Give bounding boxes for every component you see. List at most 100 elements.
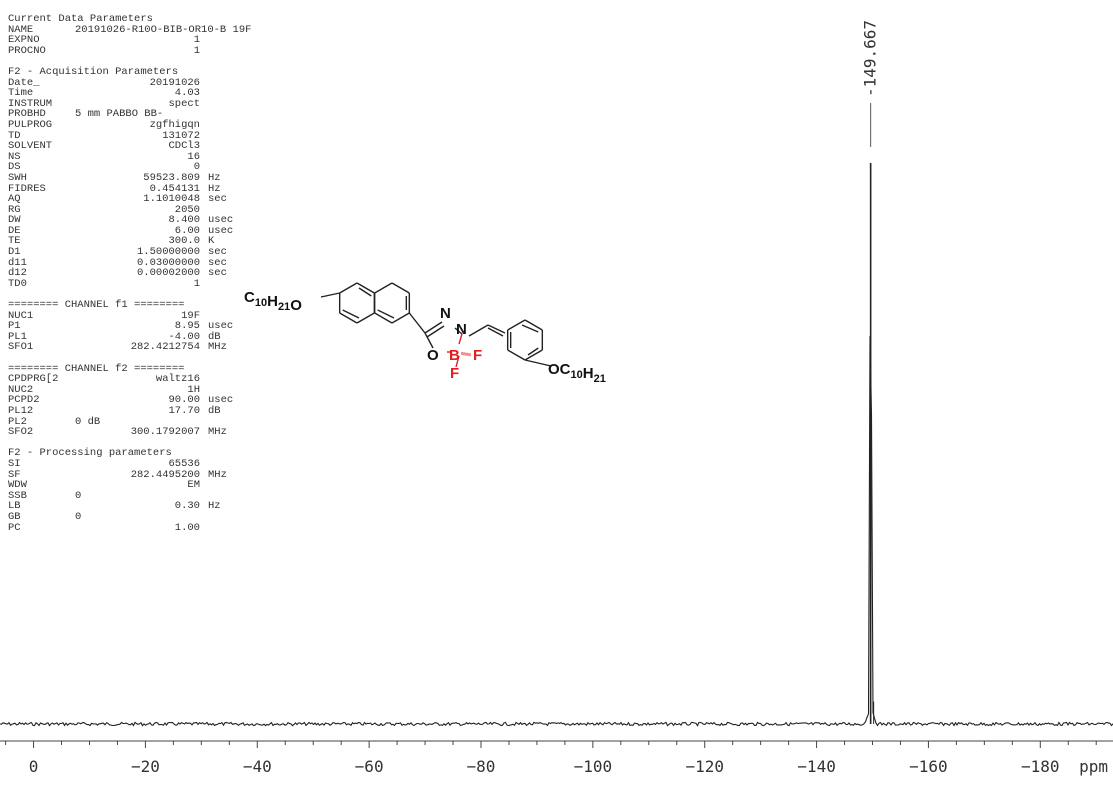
- tick-label: −120: [685, 757, 724, 776]
- bond: [524, 319, 543, 331]
- parameter-value: 17.70: [168, 404, 200, 417]
- bond: [424, 332, 434, 349]
- parameter-row: DE 6.00 usec: [8, 224, 233, 237]
- parameter-row: SWH 59523.809 Hz: [8, 171, 221, 184]
- bond: [377, 309, 395, 319]
- parameter-row: SSB 0: [8, 491, 308, 502]
- parameter-row: PCPD2 90.00 usec: [8, 395, 233, 406]
- atom-b: B: [449, 347, 460, 364]
- parameter-row: WDW EM: [8, 480, 200, 491]
- parameter-key: d12: [8, 267, 27, 280]
- bond: [521, 324, 539, 333]
- tick-label: −60: [355, 757, 384, 776]
- parameter-unit: sec: [208, 256, 227, 269]
- acquisition-parameters-panel: Current Data Parameters NAME 20191026-R10O…: [8, 14, 308, 533]
- acquisition-title: F2 - Acquisition Parameters: [8, 65, 179, 78]
- parameter-row: AQ 1.1010048 sec: [8, 193, 227, 206]
- spectrum-plot-area: [0, 163, 1113, 727]
- parameter-row: EXPNO 1: [8, 35, 200, 46]
- tick-label: −140: [797, 757, 836, 776]
- parameter-value: zgfhigqn: [149, 118, 200, 131]
- parameter-key: Time: [8, 87, 34, 100]
- parameter-key: GB: [8, 510, 21, 523]
- tick-label: −80: [467, 757, 496, 776]
- parameter-value: 300.1792007: [130, 426, 200, 439]
- bond: [408, 312, 426, 334]
- parameter-key: DW: [8, 214, 21, 227]
- parameter-key: FIDRES: [8, 182, 46, 195]
- bond: [374, 312, 393, 324]
- parameter-unit: sec: [208, 193, 227, 206]
- parameter-value: 300.0: [168, 235, 200, 248]
- parameter-value: 16: [187, 150, 200, 163]
- parameter-key: SSB: [8, 489, 27, 502]
- parameter-row: D1 1.50000000 sec: [8, 246, 227, 259]
- parameter-key: RG: [8, 203, 21, 216]
- parameter-row: d11 0.03000000 sec: [8, 258, 227, 269]
- parameter-unit: Hz: [208, 171, 221, 184]
- parameter-value: 65536: [168, 457, 200, 470]
- parameter-row: Date_ 20191026: [8, 76, 200, 89]
- bond: [391, 282, 410, 294]
- parameter-key: PC: [8, 521, 21, 534]
- parameter-key: PL1: [8, 330, 27, 343]
- parameter-key: PROCNO: [8, 44, 46, 57]
- parameter-row: PC 1.00: [8, 521, 200, 534]
- parameter-value: 1H: [187, 383, 200, 396]
- bond: [458, 333, 463, 345]
- parameter-row: P1 8.95 usec: [8, 320, 233, 333]
- processing-title: F2 - Processing parameters: [8, 447, 172, 460]
- bond: [391, 312, 410, 324]
- channel-f1-title: ======== CHANNEL f1 ========: [8, 299, 185, 312]
- parameter-key: DE: [8, 224, 21, 237]
- parameter-key: SF: [8, 468, 21, 481]
- parameter-unit: Hz: [208, 182, 221, 195]
- parameter-value: spect: [168, 97, 200, 110]
- parameter-row: INSTRUM spect: [8, 99, 200, 110]
- right-decyloxy-group: OC10H21: [548, 361, 606, 385]
- parameter-value: 6.00: [174, 224, 200, 237]
- left-decyloxy-group: C10H21O: [244, 289, 302, 314]
- bond: [524, 349, 543, 361]
- parameter-row: SI 65536: [8, 459, 200, 470]
- parameter-unit: Hz: [208, 500, 221, 513]
- parameter-row: SOLVENT CDCl3: [8, 141, 200, 152]
- parameter-row: LB 0.30 Hz: [8, 501, 221, 512]
- parameter-unit: dB: [208, 330, 221, 343]
- bond: [374, 282, 393, 294]
- parameter-key: Date_: [8, 76, 40, 89]
- atom-n1: N: [440, 305, 451, 322]
- axis-unit-label: ppm: [1079, 757, 1108, 776]
- channel-f2-title: ======== CHANNEL f2 ========: [8, 362, 185, 375]
- parameter-value: 4.03: [174, 87, 200, 100]
- parameter-value: 20191026-R10O-BIB-OR10-B 19F: [75, 23, 252, 36]
- parameter-unit: usec: [208, 214, 234, 227]
- parameter-key: D1: [8, 246, 21, 259]
- parameter-value: 0: [75, 489, 82, 502]
- tick-label: −160: [909, 757, 948, 776]
- parameter-key: CPDPRG[2: [8, 373, 59, 386]
- parameter-row: TD0 1: [8, 279, 200, 290]
- parameter-row: NUC1 19F: [8, 311, 200, 322]
- parameter-key: PL2: [8, 415, 27, 428]
- bond: [320, 292, 340, 298]
- parameter-value: EM: [187, 479, 200, 492]
- parameter-key: SWH: [8, 171, 27, 184]
- parameter-row: RG 2050: [8, 205, 200, 216]
- parameter-value: 20191026: [149, 76, 200, 89]
- bond: [342, 309, 360, 319]
- parameter-row: TE 300.0 K: [8, 235, 214, 248]
- parameter-value: 8.95: [174, 320, 200, 333]
- parameter-value: 19F: [181, 309, 200, 322]
- peak-labels: -149.667: [861, 20, 880, 147]
- bond: [356, 282, 375, 294]
- peak-label: -149.667: [861, 20, 880, 97]
- parameter-key: WDW: [8, 479, 27, 492]
- parameter-key: TE: [8, 235, 21, 248]
- parameter-value: 5 mm PABBO BB-: [75, 108, 164, 121]
- parameter-value: 1.1010048: [143, 193, 200, 206]
- parameter-value: 0 dB: [75, 415, 101, 428]
- parameter-value: 1.50000000: [136, 246, 200, 259]
- parameter-key: P1: [8, 320, 21, 333]
- parameter-value: 1: [193, 34, 200, 47]
